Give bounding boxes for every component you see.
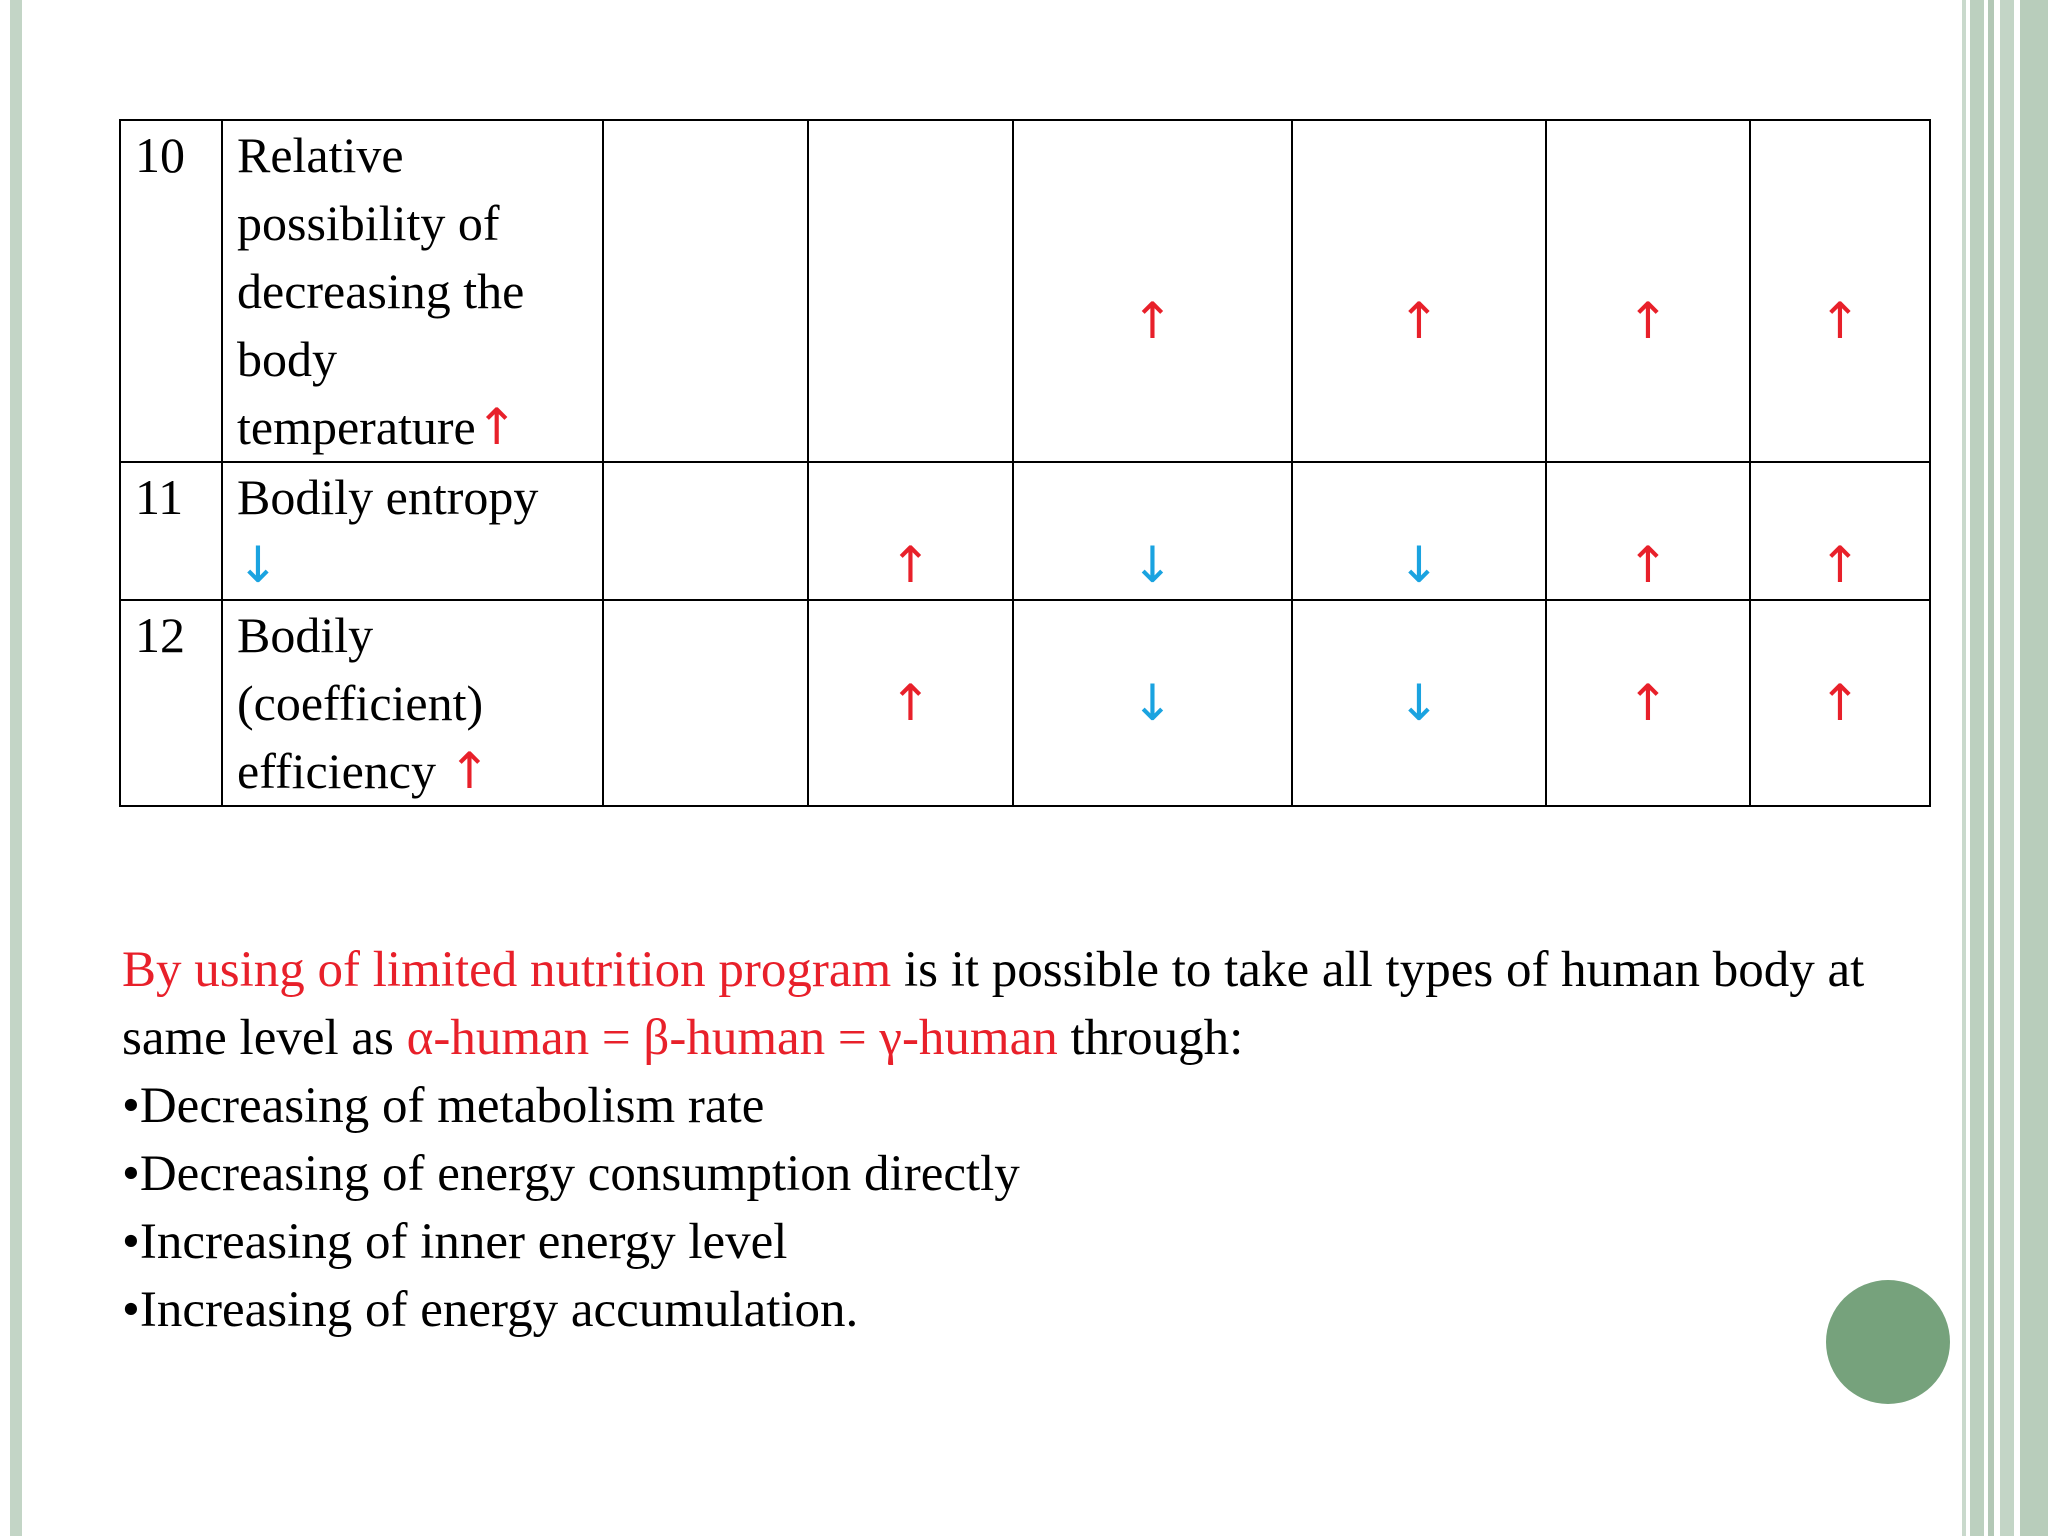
arrow-down-icon: ↓ — [237, 536, 279, 594]
table-cell — [602, 119, 809, 463]
table-cell: ↑ — [807, 599, 1014, 807]
paragraph-text: is it possible to take all types of huma… — [122, 942, 1865, 1066]
table-cell: ↑ — [807, 461, 1014, 601]
table-cell: ↑ — [1749, 599, 1931, 807]
bullet-item: •Increasing of inner energy level — [122, 1214, 788, 1270]
arrow-up-icon: ↑ — [448, 742, 491, 800]
table-cell: ↓ — [1291, 461, 1547, 601]
arrow-up-icon: ↑ — [1819, 292, 1861, 350]
right-border-bar — [1962, 0, 1966, 1536]
comparison-table: 10 Relative possibility of decreasing th… — [119, 119, 1931, 807]
row-number: 10 — [119, 119, 223, 463]
label-line: Relative — [237, 127, 404, 183]
table-cell: ↑ — [1012, 119, 1293, 463]
table-cell: ↑ — [1749, 119, 1931, 463]
left-border-bar — [10, 0, 22, 1536]
right-border-bar — [1970, 0, 1984, 1536]
right-border-bar — [2020, 0, 2048, 1536]
table-cell: ↑ — [1545, 119, 1751, 463]
row-number: 12 — [119, 599, 223, 807]
table-cell: ↑ — [1545, 599, 1751, 807]
table-cell: ↑ — [1749, 461, 1931, 601]
table-cell: ↑ — [1545, 461, 1751, 601]
row-label: Bodily (coefficient) efficiency ↑ — [221, 599, 604, 807]
label-line: possibility of — [237, 195, 500, 251]
bullet-item: •Decreasing of metabolism rate — [122, 1078, 765, 1134]
table-cell — [602, 461, 809, 601]
table-row: 11 Bodily entropy ↓ ↑ ↓ ↓ ↑ ↑ — [119, 461, 1931, 601]
bullet-item: •Decreasing of energy consumption direct… — [122, 1146, 1020, 1202]
right-border-bar — [1988, 0, 1994, 1536]
arrow-up-icon: ↑ — [475, 398, 518, 456]
table-row: 12 Bodily (coefficient) efficiency ↑ ↑ ↓… — [119, 599, 1931, 807]
arrow-up-icon: ↑ — [1819, 674, 1861, 732]
arrow-up-icon: ↑ — [889, 674, 932, 732]
row-label: Relative possibility of decreasing the b… — [221, 119, 604, 463]
arrow-down-icon: ↓ — [1398, 674, 1440, 732]
table-cell: ↓ — [1012, 599, 1293, 807]
label-line: (coefficient) — [237, 675, 484, 731]
arrow-down-icon: ↓ — [1131, 536, 1174, 594]
bullet-item: •Increasing of energy accumulation. — [122, 1282, 859, 1338]
body-text: By using of limited nutrition program is… — [122, 936, 1922, 1344]
table-cell — [807, 119, 1014, 463]
arrow-up-icon: ↑ — [1819, 536, 1861, 594]
arrow-up-icon: ↑ — [1627, 536, 1669, 594]
label-line: Bodily entropy — [237, 469, 539, 525]
paragraph-text: through: — [1057, 1010, 1244, 1066]
label-line: efficiency — [237, 743, 436, 799]
label-line: temperature — [237, 399, 476, 455]
intro-paragraph: By using of limited nutrition program is… — [122, 936, 1922, 1072]
table-cell: ↓ — [1012, 461, 1293, 601]
arrow-up-icon: ↑ — [1627, 674, 1669, 732]
arrow-down-icon: ↓ — [1398, 536, 1440, 594]
table-cell: ↑ — [1291, 119, 1547, 463]
label-line: decreasing the — [237, 263, 525, 319]
row-label: Bodily entropy ↓ — [221, 461, 604, 601]
right-border-bar — [2000, 0, 2014, 1536]
table-cell — [602, 599, 809, 807]
table-row: 10 Relative possibility of decreasing th… — [119, 119, 1931, 463]
arrow-down-icon: ↓ — [1131, 674, 1174, 732]
table-cell: ↓ — [1291, 599, 1547, 807]
equation-text: α-human = β-human = γ-human — [406, 1010, 1058, 1066]
decorative-circle — [1826, 1280, 1950, 1404]
row-number: 11 — [119, 461, 223, 601]
highlighted-phrase: By using of limited nutrition program — [122, 942, 892, 998]
arrow-up-icon: ↑ — [1398, 292, 1440, 350]
arrow-up-icon: ↑ — [889, 536, 932, 594]
arrow-up-icon: ↑ — [1131, 292, 1174, 350]
arrow-up-icon: ↑ — [1627, 292, 1669, 350]
label-line: body — [237, 331, 337, 387]
label-line: Bodily — [237, 607, 374, 663]
